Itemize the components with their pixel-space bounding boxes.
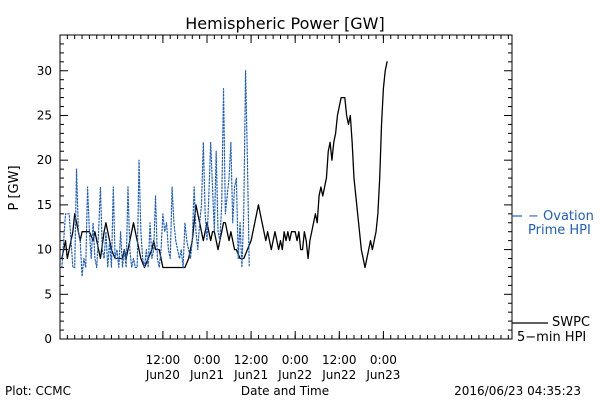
swpc-legend-label-line1: SWPC <box>552 315 590 330</box>
x-tick-date-label: Jun22 <box>321 368 356 382</box>
ovation-legend-label-line2: Prime HPI <box>528 223 591 238</box>
footer-left: Plot: CCMC <box>5 384 71 398</box>
x-tick-date-label: Jun20 <box>145 368 180 382</box>
y-axis: 0 5 10 15 20 25 30 <box>37 43 512 346</box>
chart-title: Hemispheric Power [GW] <box>185 14 384 33</box>
ovation-prime-hpi-line <box>61 70 250 278</box>
y-axis-label: P [GW] <box>7 165 22 210</box>
swpc-5-min-hpi-line <box>61 61 388 269</box>
y-tick-label: 10 <box>37 243 52 257</box>
y-tick-label: 20 <box>37 153 52 167</box>
x-tick-date-label: Jun21 <box>233 368 268 382</box>
x-tick-time-label: 12:00 <box>234 353 269 367</box>
y-tick-label: 0 <box>44 332 52 346</box>
swpc-legend-label-line2: 5−min HPI <box>517 330 586 345</box>
x-tick-date-label: Jun21 <box>189 368 224 382</box>
y-tick-label: 5 <box>44 287 52 301</box>
y-tick-label: 25 <box>37 108 52 122</box>
series-layer <box>61 61 388 278</box>
y-tick-label: 30 <box>37 64 52 78</box>
x-tick-time-label: 0:00 <box>370 353 397 367</box>
x-axis: 12:00Jun200:00Jun2112:00Jun210:00Jun2212… <box>66 35 509 382</box>
x-tick-date-label: Jun22 <box>277 368 312 382</box>
footer-center: Date and Time <box>241 384 329 398</box>
x-tick-time-label: 12:00 <box>322 353 357 367</box>
x-tick-time-label: 12:00 <box>146 353 181 367</box>
x-tick-date-label: Jun23 <box>365 368 400 382</box>
ovation-legend-label-line1: − Ovation <box>528 209 594 224</box>
footer-right: 2016/06/23 04:35:23 <box>454 384 581 398</box>
y-tick-label: 15 <box>37 198 52 212</box>
x-tick-time-label: 0:00 <box>194 353 221 367</box>
x-tick-time-label: 0:00 <box>282 353 309 367</box>
